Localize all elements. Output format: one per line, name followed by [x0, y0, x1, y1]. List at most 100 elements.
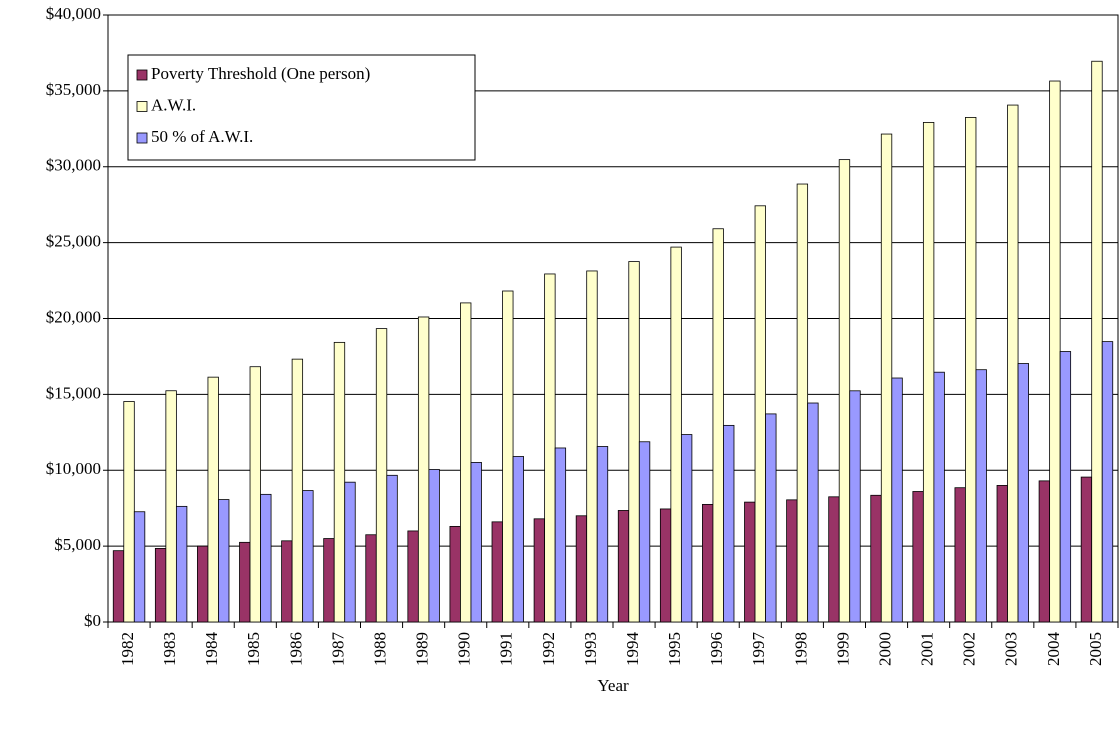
x-tick-label: 1987 [328, 632, 347, 667]
bar [207, 376, 219, 623]
bar [933, 371, 945, 623]
bar [702, 503, 714, 623]
bar [796, 183, 809, 623]
bar [365, 534, 377, 623]
bar [659, 508, 672, 623]
x-tick-label: 2002 [960, 632, 979, 666]
y-tick-label: $30,000 [46, 156, 101, 175]
x-tick-label: 1988 [370, 632, 389, 666]
bar [154, 548, 167, 623]
bar [807, 402, 819, 623]
x-tick-label: 1982 [118, 632, 137, 666]
bar [912, 491, 924, 623]
legend-label: A.W.I. [151, 95, 196, 114]
bar [617, 510, 630, 623]
bar [533, 518, 546, 623]
bar [575, 515, 588, 623]
bar [323, 538, 335, 623]
bar [1038, 480, 1051, 623]
x-tick-label: 2004 [1044, 632, 1063, 667]
bar [512, 456, 524, 623]
bar [965, 117, 977, 623]
x-tick-label: 1998 [791, 632, 810, 666]
bar [175, 505, 188, 623]
bar [880, 133, 893, 623]
bar [291, 358, 304, 623]
x-tick-label: 1985 [244, 632, 263, 666]
bar [491, 521, 503, 623]
bar [302, 490, 314, 623]
bar [386, 474, 398, 623]
bar [470, 462, 482, 623]
x-tick-label: 1983 [160, 632, 179, 666]
bar [1017, 363, 1029, 623]
legend-label: Poverty Threshold (One person) [151, 64, 370, 83]
bar [670, 246, 682, 623]
x-tick-label: 1994 [623, 632, 642, 667]
x-tick-label: 2001 [918, 632, 937, 666]
y-tick-label: $5,000 [54, 535, 101, 554]
bar [1091, 60, 1103, 623]
bar [375, 328, 388, 623]
bar [975, 369, 987, 623]
bar [638, 441, 651, 623]
bar [428, 469, 440, 623]
y-tick-label: $35,000 [46, 80, 101, 99]
bar [1007, 104, 1019, 623]
bar [333, 341, 346, 623]
bar [281, 540, 293, 623]
bar [502, 290, 514, 623]
bar [754, 205, 766, 623]
bar [723, 424, 735, 623]
bar [165, 390, 177, 623]
bar [449, 525, 461, 623]
bar [744, 501, 756, 623]
bar [1101, 341, 1114, 623]
legend-swatch [136, 132, 148, 144]
legend-label: 50 % of A.W.I. [151, 127, 253, 146]
bar [870, 494, 882, 623]
y-tick-label: $25,000 [46, 232, 101, 251]
bar [849, 390, 861, 623]
x-tick-label: 1990 [455, 632, 474, 666]
x-tick-label: 1992 [539, 632, 558, 666]
x-tick-label: 2003 [1002, 632, 1021, 666]
bar [828, 496, 840, 623]
bar [596, 446, 609, 623]
bar [218, 499, 230, 623]
bar [460, 302, 472, 623]
x-tick-label: 1996 [707, 632, 726, 666]
x-tick-label: 2000 [875, 632, 894, 666]
bar [239, 541, 251, 623]
x-tick-label: 1986 [286, 632, 305, 666]
bar [112, 550, 125, 623]
bar [954, 487, 966, 623]
y-tick-label: $40,000 [46, 4, 101, 23]
bar [249, 366, 261, 623]
y-tick-label: $0 [84, 611, 101, 630]
bar [838, 159, 851, 623]
bar [260, 493, 272, 623]
x-tick-label: 1989 [413, 632, 432, 666]
x-tick-label: 2005 [1086, 632, 1105, 666]
bar [712, 228, 724, 623]
bar [544, 273, 556, 623]
bar [922, 122, 935, 623]
legend-box [127, 54, 476, 161]
bar [891, 377, 903, 623]
x-axis-title: Year [597, 676, 629, 695]
bar [123, 401, 135, 623]
bar [1049, 80, 1061, 623]
bar [680, 434, 693, 623]
bar [765, 413, 777, 623]
x-tick-label: 1999 [833, 632, 852, 666]
x-tick-label: 1993 [581, 632, 600, 666]
bar [1080, 476, 1093, 623]
bar [197, 545, 209, 623]
bar [1059, 351, 1072, 623]
bar [996, 485, 1008, 623]
bar [628, 261, 640, 623]
bar [417, 316, 430, 623]
bar [133, 511, 146, 623]
